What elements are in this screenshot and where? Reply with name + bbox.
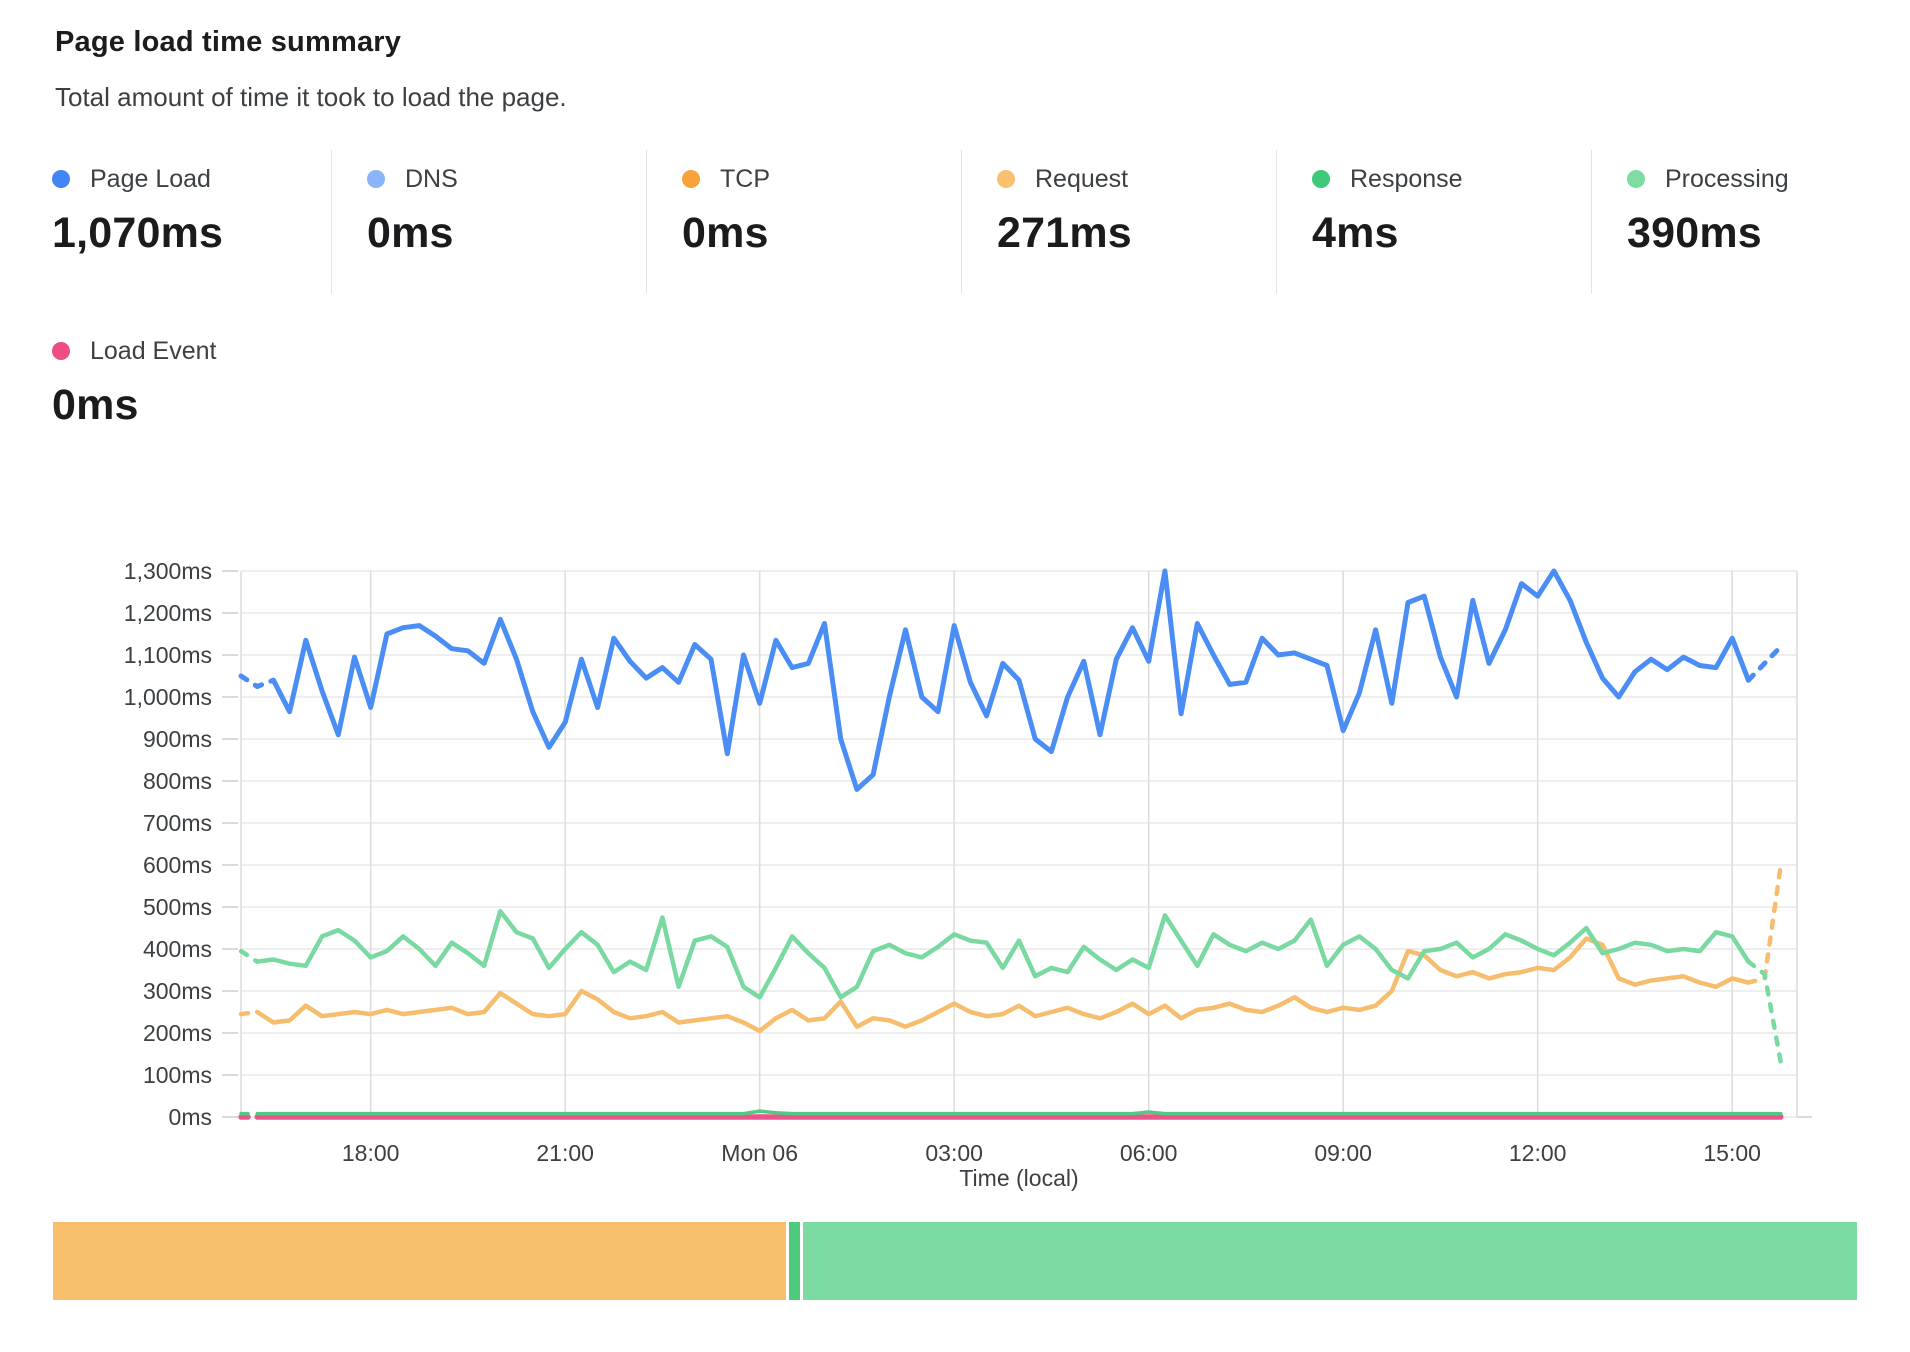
x-tick-label: 03:00: [925, 1140, 983, 1166]
metric-divider: [961, 150, 962, 294]
y-tick-label: 100ms: [143, 1062, 212, 1088]
metric-label-row: Page Load: [52, 166, 337, 192]
series-processing-dashed-start: [238, 948, 260, 964]
y-tick-label: 1,300ms: [124, 558, 212, 584]
metric-divider: [646, 150, 647, 294]
y-tick-label: 1,200ms: [124, 600, 212, 626]
metric-dns: DNS 0ms: [367, 166, 652, 256]
x-tick-label: 12:00: [1509, 1140, 1567, 1166]
metric-label: Response: [1350, 165, 1463, 193]
x-tick-label: 18:00: [342, 1140, 400, 1166]
metric-label: TCP: [720, 165, 770, 193]
y-tick-label: 400ms: [143, 936, 212, 962]
page-load-legend-dot: [52, 170, 70, 188]
metric-value: 0ms: [367, 209, 454, 257]
y-tick-label: 300ms: [143, 978, 212, 1004]
metric-label-row: Load Event: [52, 338, 452, 364]
metric-label: Load Event: [90, 337, 217, 365]
bar-segment-response: [788, 1222, 800, 1300]
metric-processing: Processing 390ms: [1627, 166, 1910, 256]
series-processing-dashed-end: [1746, 959, 1784, 1065]
request-legend-dot: [997, 170, 1015, 188]
metric-label-row: Request: [997, 166, 1282, 192]
series-request: [254, 936, 1751, 1034]
y-tick-label: 1,100ms: [124, 642, 212, 668]
x-axis-title: Time (local): [959, 1165, 1078, 1191]
series-page-load: [270, 568, 1751, 792]
metric-label: DNS: [405, 165, 458, 193]
x-tick-label: 15:00: [1703, 1140, 1761, 1166]
series-request-dashed-start: [238, 1009, 260, 1017]
page-title: Page load time summary: [55, 26, 402, 58]
metric-value: 1,070ms: [52, 209, 224, 257]
metric-divider: [1276, 150, 1277, 294]
metric-value: 0ms: [682, 209, 769, 257]
metric-request: Request 271ms: [997, 166, 1282, 256]
y-tick-label: 1,000ms: [124, 684, 212, 710]
series-page-load-dashed-start: [238, 673, 276, 689]
metric-page-load: Page Load 1,070ms: [52, 166, 337, 256]
metric-value: 4ms: [1312, 209, 1399, 257]
metric-label-row: Processing: [1627, 166, 1910, 192]
bar-segment-request: [53, 1222, 786, 1300]
metric-label: Processing: [1665, 165, 1789, 193]
metric-label-row: Response: [1312, 166, 1597, 192]
bar-segment-processing: [802, 1222, 1857, 1300]
load-event-legend-dot: [52, 342, 70, 360]
metric-label: Request: [1035, 165, 1129, 193]
series-processing: [254, 908, 1751, 1000]
tcp-legend-dot: [682, 170, 700, 188]
metric-value: 271ms: [997, 209, 1132, 257]
dns-legend-dot: [367, 170, 385, 188]
x-tick-label: 21:00: [536, 1140, 594, 1166]
metric-response: Response 4ms: [1312, 166, 1597, 256]
y-tick-label: 500ms: [143, 894, 212, 920]
metric-divider: [1591, 150, 1592, 294]
metric-value: 0ms: [52, 381, 139, 429]
page-subtitle: Total amount of time it took to load the…: [55, 82, 567, 112]
y-tick-label: 200ms: [143, 1020, 212, 1046]
y-tick-label: 800ms: [143, 768, 212, 794]
y-tick-label: 600ms: [143, 852, 212, 878]
series-page-load-dashed-end: [1745, 644, 1784, 683]
x-tick-label: 06:00: [1120, 1140, 1178, 1166]
metric-label: Page Load: [90, 165, 211, 193]
x-tick-label: Mon 06: [721, 1140, 798, 1166]
metric-label-row: DNS: [367, 166, 652, 192]
y-tick-label: 900ms: [143, 726, 212, 752]
y-tick-label: 700ms: [143, 810, 212, 836]
series-response: [255, 1109, 1783, 1116]
response-legend-dot: [1312, 170, 1330, 188]
processing-legend-dot: [1627, 170, 1645, 188]
metric-value: 390ms: [1627, 209, 1762, 257]
x-tick-label: 09:00: [1314, 1140, 1372, 1166]
metric-divider: [331, 150, 332, 294]
metric-label-row: TCP: [682, 166, 967, 192]
metric-tcp: TCP 0ms: [682, 166, 967, 256]
y-tick-label: 0ms: [169, 1104, 212, 1130]
metrics-row: Page Load 1,070ms DNS 0ms TCP 0ms Reques…: [0, 150, 1910, 296]
metric-load-event: Load Event 0ms: [52, 338, 452, 428]
timing-proportion-bar: [53, 1222, 1857, 1300]
